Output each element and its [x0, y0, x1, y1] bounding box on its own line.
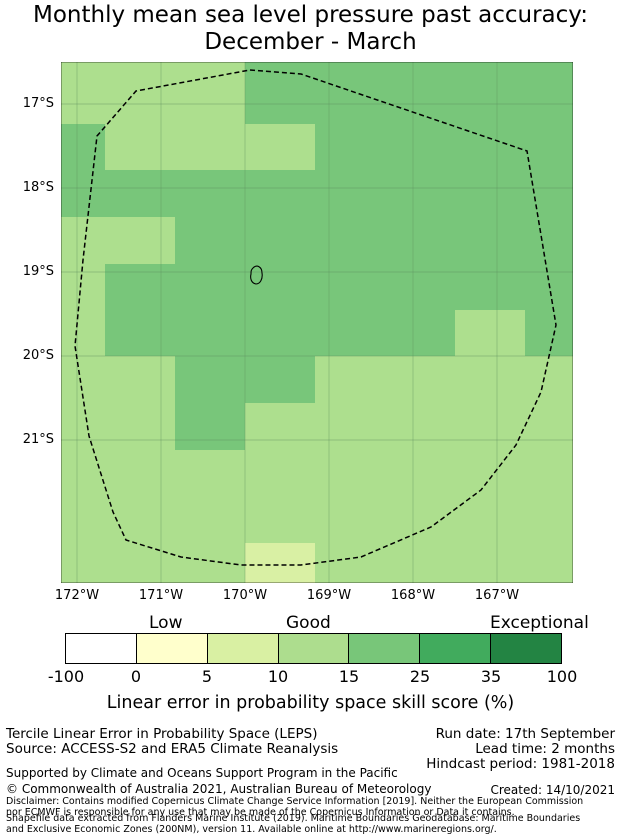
colorbar-segment: [349, 634, 421, 663]
cell: [105, 310, 455, 356]
lat-label: 17°S: [22, 96, 54, 111]
chart-title-line2: December - March: [204, 29, 417, 55]
colorbar-segment: [136, 634, 208, 663]
category-exceptional: Exceptional: [490, 613, 589, 633]
cell: [105, 264, 573, 310]
lon-label: 172°W: [54, 588, 100, 603]
lon-label: 170°W: [222, 588, 268, 603]
colorbar-tick: 10: [267, 667, 289, 686]
lon-label: 171°W: [138, 588, 184, 603]
colorbar-segment: [278, 634, 350, 663]
lead-time: Lead time: 2 months: [475, 741, 615, 757]
cell: [61, 170, 573, 217]
category-low: Low: [149, 613, 183, 633]
colorbar-tick: 15: [338, 667, 360, 686]
cell: [175, 217, 573, 264]
lon-label: 169°W: [306, 588, 352, 603]
cell: [175, 403, 245, 450]
map-cells: [61, 62, 573, 583]
created-date: Created: 14/10/2021: [490, 783, 615, 797]
cell: [245, 543, 315, 583]
lon-label: 168°W: [390, 588, 436, 603]
hindcast-period: Hindcast period: 1981-2018: [426, 756, 615, 772]
island-outline: [250, 265, 263, 285]
cell: [525, 310, 573, 356]
lat-label: 20°S: [22, 348, 54, 363]
run-date: Run date: 17th September: [435, 726, 615, 742]
disclaimer-text: Disclaimer: Contains modified Copernicus…: [6, 796, 584, 818]
colorbar-tick: 100: [546, 667, 578, 686]
copyright-text: © Commonwealth of Australia 2021, Austra…: [6, 782, 432, 796]
skill-map: [61, 62, 573, 583]
lat-label: 21°S: [22, 432, 54, 447]
category-good: Good: [286, 613, 331, 633]
chart-title-line1: Monthly mean sea level pressure past acc…: [33, 2, 588, 28]
colorbar-tick: 25: [409, 667, 431, 686]
colorbar-tick: 5: [201, 667, 213, 686]
colorbar-tick: -100: [47, 667, 85, 686]
colorbar-label: Linear error in probability space skill …: [106, 693, 515, 713]
colorbar-segment: [66, 634, 137, 663]
support-text: Supported by Climate and Oceans Support …: [6, 766, 398, 780]
colorbar-segment: [207, 634, 279, 663]
colorbar-tick: 0: [130, 667, 142, 686]
lat-label: 19°S: [22, 264, 54, 279]
lon-label: 167°W: [474, 588, 520, 603]
source-text: Source: ACCESS-S2 and ERA5 Climate Reana…: [6, 741, 339, 757]
colorbar-segment: [420, 634, 492, 663]
cell: [315, 124, 573, 170]
lat-label: 18°S: [22, 180, 54, 195]
method-text: Tercile Linear Error in Probability Spac…: [6, 726, 318, 742]
colorbar-tick: 35: [480, 667, 502, 686]
cell: [245, 62, 573, 124]
cell: [61, 124, 105, 170]
colorbar-segment: [491, 634, 562, 663]
shapefile-credit: Shapefile data extracted from Flanders M…: [6, 813, 581, 835]
colorbar: [65, 633, 562, 664]
